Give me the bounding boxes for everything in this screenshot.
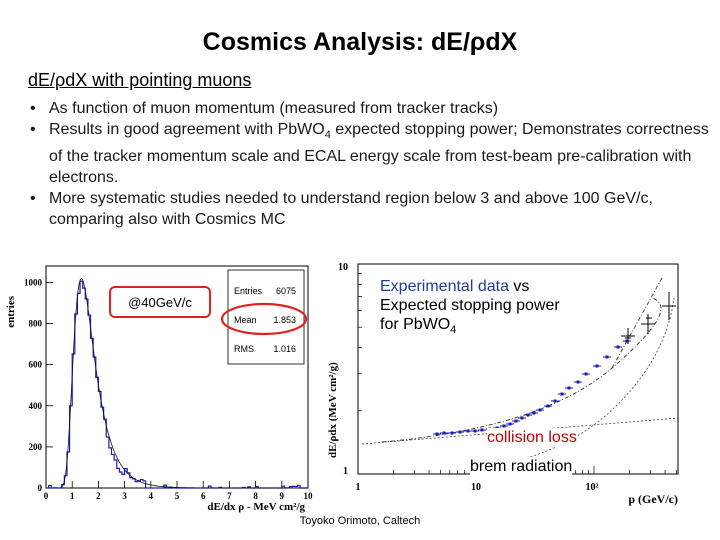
histogram-y-tick-label: 800 (29, 319, 43, 329)
histogram-x-tick-label: 8 (253, 491, 258, 501)
histogram-x-tick-label: 10 (304, 491, 314, 501)
annotation-for: for PbWO (380, 316, 451, 333)
scan-plot-y-tick: 1 (343, 466, 348, 477)
histogram-x-tick-label: 7 (227, 491, 232, 501)
data-point (560, 392, 564, 396)
histogram-x-tick-label: 5 (175, 491, 180, 501)
bullet-item: Results in good agreement with PbWO4 exp… (30, 119, 710, 188)
bullet-text: Results in good agreement with PbWO (49, 121, 325, 138)
histogram-x-ticks: 0 1 2 3 4 5 6 7 8 9 10 (44, 481, 313, 501)
total-stopping-curve (381, 297, 662, 443)
data-point (508, 422, 512, 426)
dedx-histogram-figure: entries 0 200 400 600 800 1000 0 1 2 3 4 5 6 7 8 9 10 d… (0, 258, 322, 516)
stats-entries-value: 6075 (276, 286, 296, 296)
data-point (458, 430, 462, 434)
bullet-text: More systematic studies needed to unders… (49, 190, 653, 229)
data-point (473, 429, 477, 433)
data-point (616, 345, 620, 349)
slide-subtitle: dE/ρdX with pointing muons (28, 70, 251, 91)
histogram-fit-curve (59, 277, 308, 489)
data-point (567, 386, 571, 390)
histogram-y-label: entries (5, 295, 17, 327)
bullet-list: As function of muon momentum (measured f… (30, 98, 710, 230)
data-point (595, 364, 599, 368)
histogram-y-tick-label: 0 (38, 483, 43, 493)
annotation-sub: 4 (450, 324, 457, 337)
histogram-y-tick-label: 600 (29, 360, 43, 370)
stats-entries-label: Entries (234, 286, 263, 296)
data-point (526, 413, 530, 417)
bullet-text: As function of muon momentum (measured f… (49, 100, 499, 117)
data-point (625, 339, 629, 343)
data-point (605, 355, 609, 359)
subtitle-text: dE/ρdX with pointing muons (28, 70, 252, 90)
brem-radiation-label: brem radiation (470, 457, 573, 476)
scan-plot-ticks (357, 263, 677, 475)
data-point (514, 419, 518, 423)
annotation-data-label: Experimental data (380, 278, 509, 295)
footer-credit: Toyoko Orimoto, Caltech (299, 515, 421, 527)
mean-highlight-ellipse (220, 302, 308, 336)
scan-plot-x-label: p (GeV/c) (628, 492, 678, 506)
data-point (546, 404, 550, 408)
stats-rms-label: RMS (234, 344, 254, 354)
scan-plot-x-tick: 1 (356, 482, 361, 493)
momentum-tag-box (109, 286, 211, 318)
stats-box (227, 269, 305, 365)
data-point (480, 428, 484, 432)
scan-plot-x-tick: 10 (471, 482, 481, 493)
data-point (584, 372, 588, 376)
scan-plot-x-tick: 10² (586, 482, 599, 493)
histogram-x-tick-label: 6 (201, 491, 206, 501)
collision-loss-curve (361, 417, 679, 445)
histogram-y-tick-label: 1000 (24, 277, 43, 287)
histogram-y-tick-label: 200 (29, 442, 43, 452)
momentum-tag: @40GeV/c (128, 295, 192, 310)
data-point (532, 411, 536, 415)
stats-mean-label: Mean (234, 315, 257, 325)
slide-title: Cosmics Analysis: dE/ρdX (202, 28, 518, 56)
data-point (466, 429, 470, 433)
bullet-subscript: 4 (324, 129, 331, 142)
scan-plot-y-tick: 10 (338, 262, 348, 273)
data-point (450, 431, 454, 435)
histogram-x-label: dE/dx ρ - MeV cm²/g (207, 501, 305, 513)
total-stopping-curve-tail (611, 277, 663, 369)
histogram-x-tick-label: 2 (96, 491, 101, 501)
bullet-item: As function of muon momentum (measured f… (30, 98, 710, 119)
data-point (538, 408, 542, 412)
data-point (502, 424, 506, 428)
stats-mean-value: 1.853 (273, 315, 296, 325)
scan-plot-y-label: dE/ρdx (MeV cm²/g) (327, 362, 339, 458)
histogram-y-tick-label: 400 (29, 401, 43, 411)
scan-data-points (433, 292, 676, 436)
collision-loss-label: collision loss (487, 428, 577, 447)
data-point (435, 432, 439, 436)
plot-annotation: Experimental data vs Expected stopping p… (380, 277, 560, 340)
annotation-vs: vs (508, 278, 530, 295)
histogram-x-tick-label: 3 (122, 491, 127, 501)
data-point (520, 416, 524, 420)
histogram-x-tick-label: 0 (44, 491, 49, 501)
bullet-item: More systematic studies needed to unders… (30, 188, 710, 230)
data-point (576, 380, 580, 384)
histogram-y-ticks: 0 200 400 600 800 1000 (24, 277, 53, 493)
bullet-text-continued: expected stopping power; Demonstrates co… (49, 121, 709, 187)
histogram-x-tick-label: 4 (149, 491, 154, 501)
data-point (553, 399, 557, 403)
histogram-x-tick-label: 9 (280, 491, 285, 501)
stats-rms-value: 1.016 (273, 344, 296, 354)
data-point (442, 431, 446, 435)
histogram-x-tick-label: 1 (70, 491, 75, 501)
brem-radiation-curve (471, 297, 675, 471)
annotation-expected: Expected stopping power (380, 297, 560, 314)
